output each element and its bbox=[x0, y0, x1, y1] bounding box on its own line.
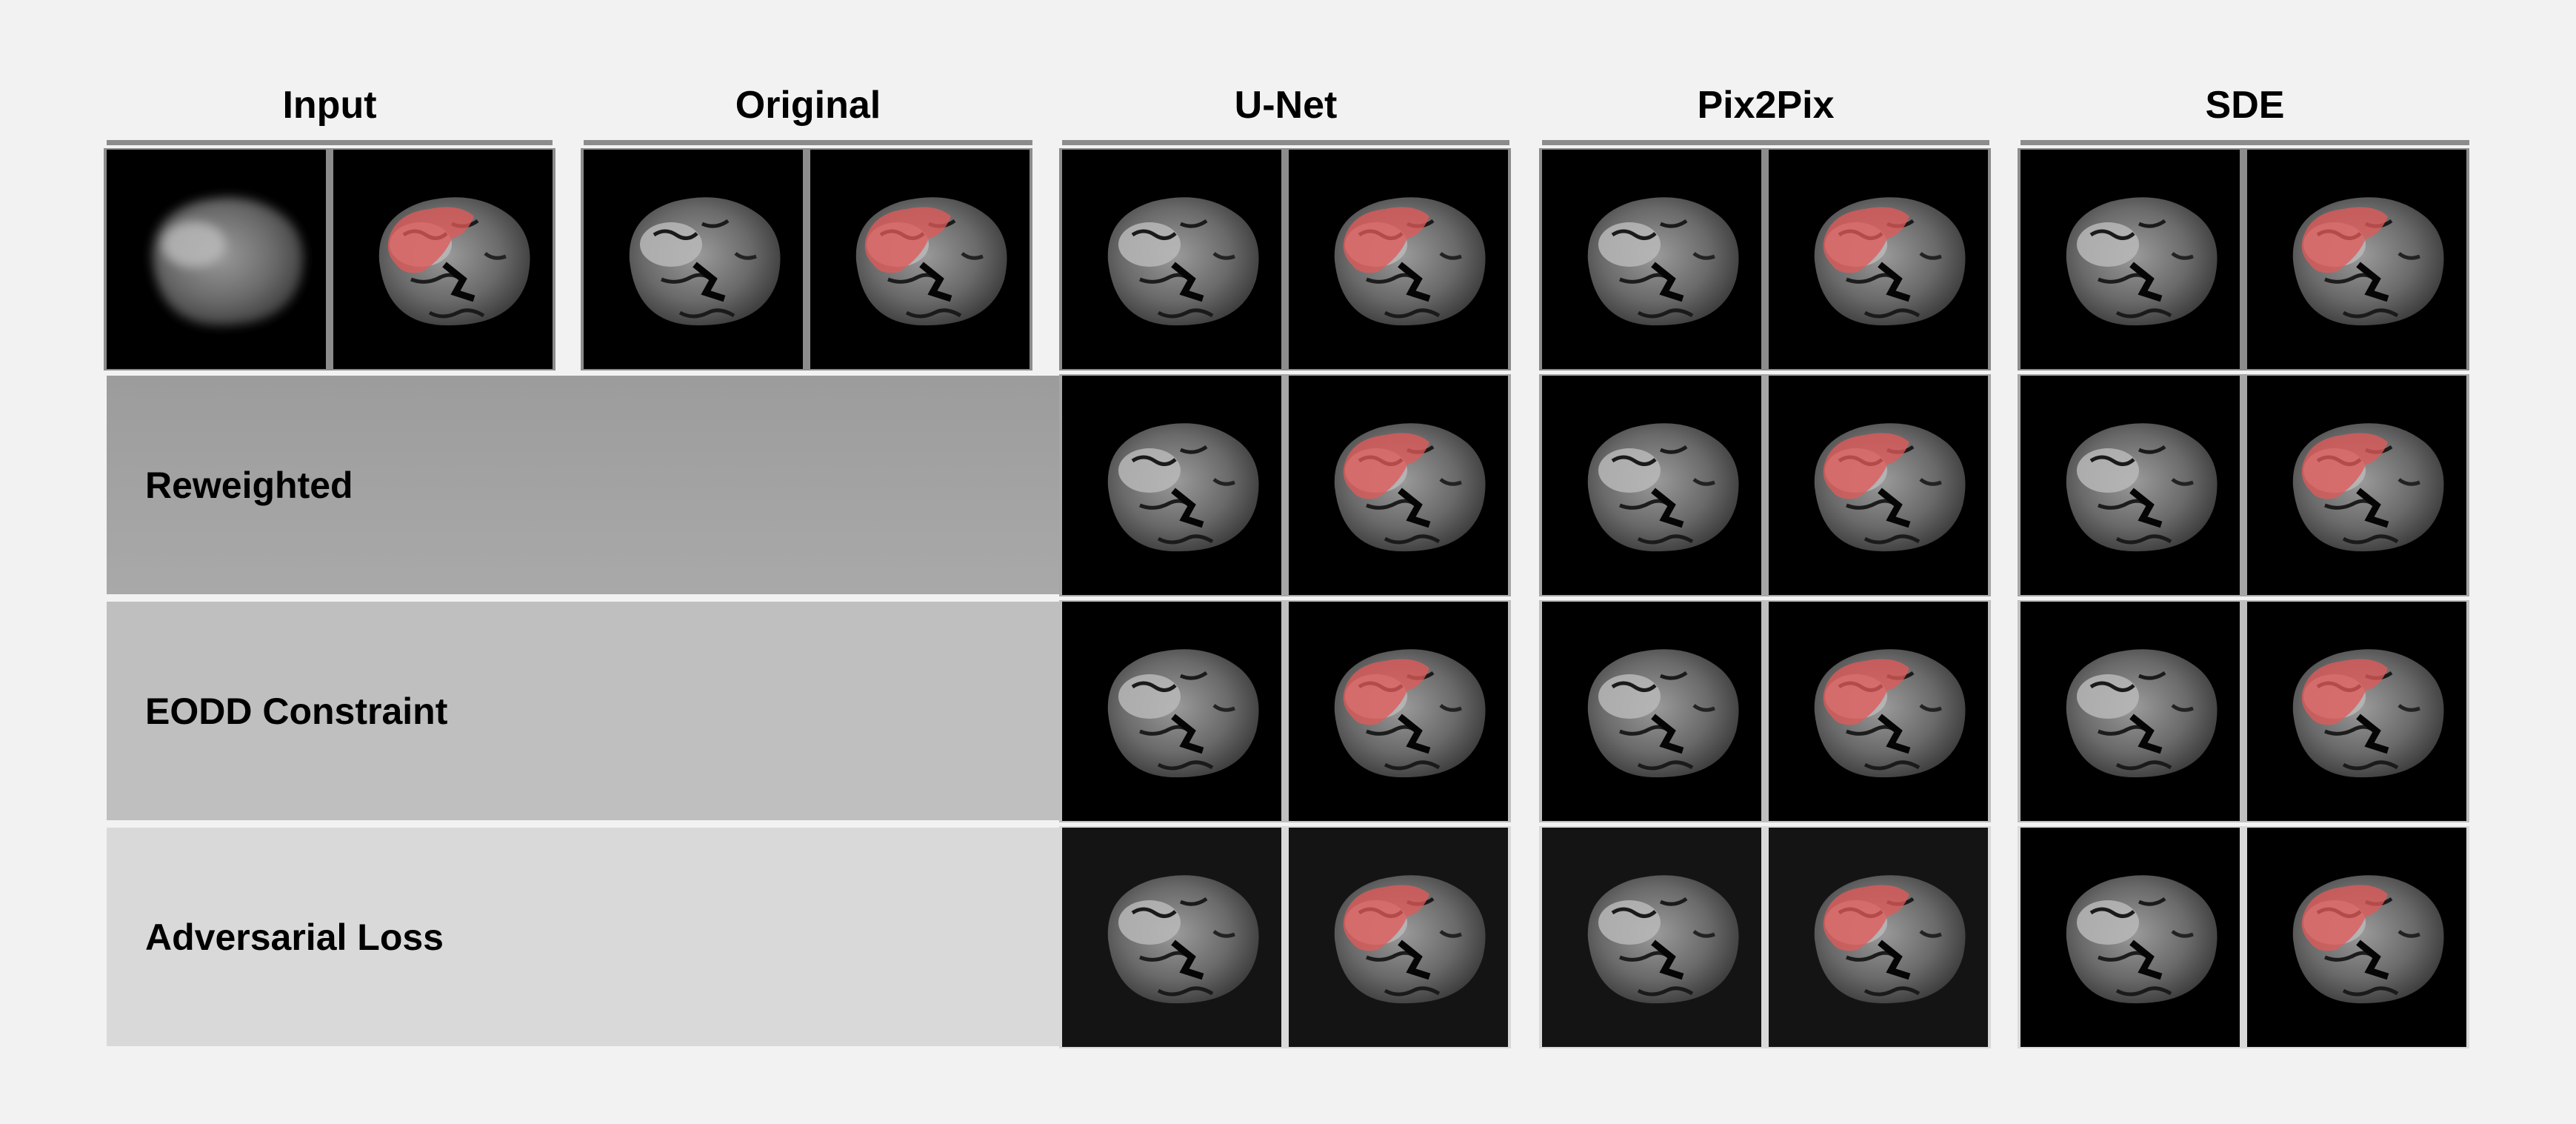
mri-segmentation-overlay bbox=[2247, 602, 2466, 821]
column-header-input: Input bbox=[107, 83, 553, 145]
mri-segmentation-overlay bbox=[1289, 376, 1508, 595]
mri-image bbox=[2021, 602, 2240, 821]
column-header-unet: U-Net bbox=[1062, 83, 1509, 145]
mri-segmentation-overlay bbox=[1769, 376, 1988, 595]
mri-segmentation-overlay bbox=[1289, 602, 1508, 821]
mri-segmentation-overlay bbox=[333, 150, 553, 369]
row-band-reweighted bbox=[107, 376, 1062, 594]
mri-segmentation-overlay bbox=[810, 150, 1030, 369]
column-header-original: Original bbox=[584, 83, 1032, 145]
mri-image bbox=[107, 150, 326, 369]
mri-segmentation-overlay bbox=[1769, 602, 1988, 821]
mri-image bbox=[584, 150, 803, 369]
mri-image bbox=[1542, 828, 1761, 1047]
mri-image bbox=[1542, 602, 1761, 821]
mri-segmentation-overlay bbox=[1289, 150, 1508, 369]
row-label-eodd: EODD Constraint bbox=[145, 691, 448, 732]
mri-image bbox=[1062, 828, 1281, 1047]
mri-image bbox=[1062, 602, 1281, 821]
row-label-reweighted: Reweighted bbox=[145, 465, 353, 506]
column-header-pix2pix: Pix2Pix bbox=[1542, 83, 1989, 145]
row-band-adversarial bbox=[107, 828, 1062, 1046]
mri-image bbox=[1542, 150, 1761, 369]
mri-image bbox=[2021, 376, 2240, 595]
mri-image bbox=[2021, 150, 2240, 369]
mri-segmentation-overlay bbox=[2247, 150, 2466, 369]
mri-segmentation-overlay bbox=[2247, 828, 2466, 1047]
mri-segmentation-overlay bbox=[1769, 150, 1988, 369]
mri-segmentation-overlay bbox=[1289, 828, 1508, 1047]
mri-image bbox=[1062, 150, 1281, 369]
mri-segmentation-overlay bbox=[2247, 376, 2466, 595]
column-header-sde: SDE bbox=[2021, 83, 2469, 145]
row-band-eodd bbox=[107, 602, 1062, 820]
mri-image bbox=[2021, 828, 2240, 1047]
mri-segmentation-overlay bbox=[1769, 828, 1988, 1047]
row-label-adversarial: Adversarial Loss bbox=[145, 917, 444, 958]
mri-image bbox=[1062, 376, 1281, 595]
mri-image bbox=[1542, 376, 1761, 595]
